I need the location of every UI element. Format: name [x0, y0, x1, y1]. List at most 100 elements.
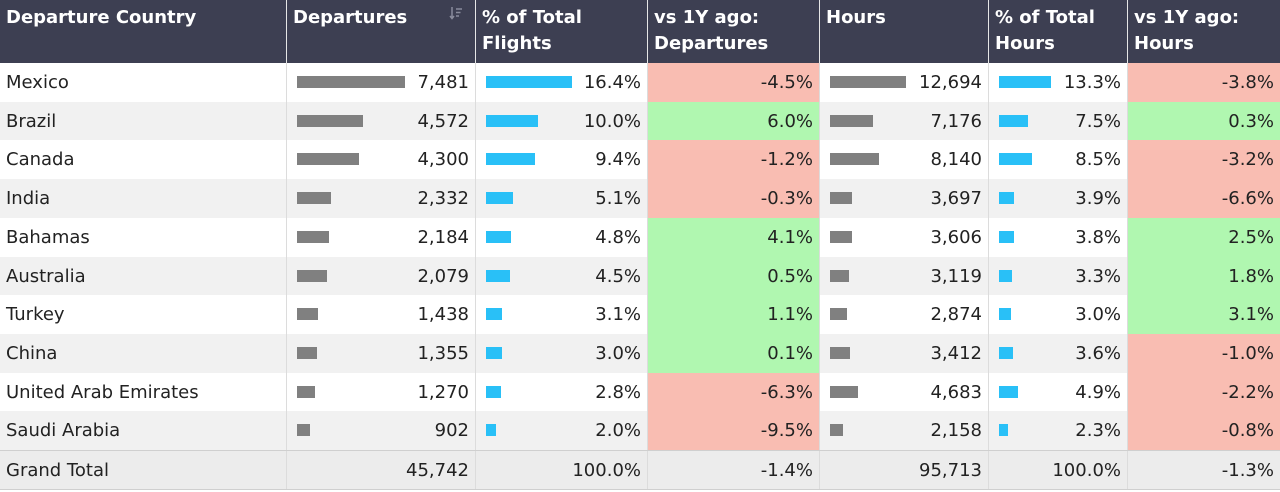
hours-value: 4,683 [930, 381, 982, 403]
column-header-departures[interactable]: Departures [287, 0, 476, 63]
table-row[interactable]: Australia 2,079 4.5% 0.5% 3,119 3.3% 1.8% [0, 256, 1280, 296]
departures-bar [297, 114, 363, 127]
sort-icon[interactable] [449, 6, 463, 20]
country-name: Australia [6, 265, 86, 287]
departures-value: 1,270 [417, 381, 469, 403]
grand-total-vs-departures-cell: -1.4% [648, 451, 820, 490]
country-name: Saudi Arabia [6, 420, 121, 442]
country-cell: Turkey [0, 295, 287, 335]
table-row[interactable]: Turkey 1,438 3.1% 1.1% 2,874 3.0% 3.1% [0, 295, 1280, 335]
country-name: Turkey [6, 304, 65, 326]
vs-hours-cell: 1.8% [1128, 256, 1280, 296]
vs-departures-cell: 6.0% [648, 101, 820, 141]
pct-hours-cell: 3.8% [989, 217, 1128, 257]
pct-hours-bar [999, 346, 1013, 359]
vs-departures-cell: 4.1% [648, 217, 820, 257]
pct-hours-cell: 3.3% [989, 256, 1128, 296]
hours-value: 3,119 [930, 265, 982, 287]
table-row[interactable]: United Arab Emirates 1,270 2.8% -6.3% 4,683 4… [0, 372, 1280, 412]
pct-flights-value: 3.1% [595, 304, 641, 326]
vs-hours-value: -2.2% [1221, 381, 1274, 403]
table-header: Departure Country Departures % of Total … [0, 0, 1280, 63]
pct-flights-cell: 4.8% [476, 217, 648, 257]
vs-departures-value: -6.3% [760, 381, 813, 403]
pct-hours-value: 2.3% [1075, 420, 1121, 442]
vs-hours-cell: -0.8% [1128, 411, 1280, 451]
departures-cell: 2,332 [287, 179, 476, 219]
hours-value: 3,606 [930, 226, 982, 248]
hours-bar [830, 385, 858, 398]
departures-value: 902 [434, 420, 469, 442]
country-name: India [6, 188, 51, 210]
pct-hours-value: 7.5% [1075, 110, 1121, 132]
pct-flights-value: 4.8% [595, 226, 641, 248]
country-name: United Arab Emirates [6, 381, 199, 403]
vs-hours-cell: -6.6% [1128, 179, 1280, 219]
departures-cell: 1,270 [287, 372, 476, 412]
pct-hours-bar [999, 308, 1011, 321]
country-cell: China [0, 333, 287, 373]
country-cell: Bahamas [0, 217, 287, 257]
hours-bar [830, 192, 852, 205]
departures-cell: 1,438 [287, 295, 476, 335]
pct-flights-bar [486, 269, 510, 282]
pct-hours-value: 3.8% [1075, 226, 1121, 248]
vs-hours-value: 1.8% [1228, 265, 1274, 287]
grand-total-vs-hours-cell: -1.3% [1128, 451, 1280, 490]
hours-cell: 12,694 [820, 63, 989, 102]
departures-bar [297, 230, 329, 243]
pct-flights-cell: 2.8% [476, 372, 648, 412]
departures-value: 4,300 [417, 149, 469, 171]
pct-hours-bar [999, 153, 1032, 166]
country-name: Canada [6, 149, 75, 171]
pct-hours-bar [999, 192, 1014, 205]
pct-hours-cell: 8.5% [989, 140, 1128, 180]
column-header-pct-flights[interactable]: % of Total Flights [476, 0, 648, 63]
vs-departures-value: -1.2% [760, 149, 813, 171]
column-header-country[interactable]: Departure Country [0, 0, 287, 63]
table-row[interactable]: Bahamas 2,184 4.8% 4.1% 3,606 3.8% 2.5% [0, 217, 1280, 257]
vs-hours-value: 2.5% [1228, 226, 1274, 248]
column-header-vs-departures[interactable]: vs 1Y ago: Departures [648, 0, 820, 63]
table-row[interactable]: Saudi Arabia 902 2.0% -9.5% 2,158 2.3% -0.8% [0, 411, 1280, 451]
departures-cell: 2,079 [287, 256, 476, 296]
vs-hours-cell: -1.0% [1128, 333, 1280, 373]
grand-total-label: Grand Total [6, 460, 109, 481]
country-name: Brazil [6, 110, 57, 132]
hours-bar [830, 269, 849, 282]
hours-bar [830, 153, 879, 166]
table-row[interactable]: Mexico 7,481 16.4% -4.5% 12,694 13.3% -3.8% [0, 63, 1280, 102]
country-name: Bahamas [6, 226, 90, 248]
table-bottom-border [0, 489, 1280, 490]
column-header-vs-hours[interactable]: vs 1Y ago: Hours [1128, 0, 1280, 63]
pct-flights-value: 10.0% [583, 110, 641, 132]
vs-departures-cell: -1.2% [648, 140, 820, 180]
vs-departures-cell: 1.1% [648, 295, 820, 335]
pct-hours-bar [999, 114, 1028, 127]
pct-flights-bar [486, 192, 513, 205]
table-row[interactable]: China 1,355 3.0% 0.1% 3,412 3.6% -1.0% [0, 333, 1280, 373]
table-row[interactable]: India 2,332 5.1% -0.3% 3,697 3.9% -6.6% [0, 179, 1280, 219]
table-row[interactable]: Brazil 4,572 10.0% 6.0% 7,176 7.5% 0.3% [0, 101, 1280, 141]
hours-value: 2,158 [930, 420, 982, 442]
departures-value: 1,438 [417, 304, 469, 326]
vs-hours-value: -0.8% [1221, 420, 1274, 442]
grand-total-pct-flights: 100.0% [572, 460, 641, 481]
table-row[interactable]: Canada 4,300 9.4% -1.2% 8,140 8.5% -3.2% [0, 140, 1280, 180]
hours-cell: 7,176 [820, 101, 989, 141]
departures-cell: 4,572 [287, 101, 476, 141]
grand-total-pct-flights-cell: 100.0% [476, 451, 648, 490]
pct-flights-value: 3.0% [595, 342, 641, 364]
column-header-label: Hours [826, 7, 886, 28]
hours-bar [830, 230, 852, 243]
vs-hours-cell: 3.1% [1128, 295, 1280, 335]
column-header-hours[interactable]: Hours [820, 0, 989, 63]
column-header-pct-hours[interactable]: % of Total Hours [989, 0, 1128, 63]
pct-hours-cell: 7.5% [989, 101, 1128, 141]
pct-flights-value: 2.0% [595, 420, 641, 442]
grand-total-departures: 45,742 [406, 460, 469, 481]
hours-bar [830, 76, 906, 88]
country-name: Mexico [6, 72, 69, 93]
pct-flights-value: 5.1% [595, 188, 641, 210]
